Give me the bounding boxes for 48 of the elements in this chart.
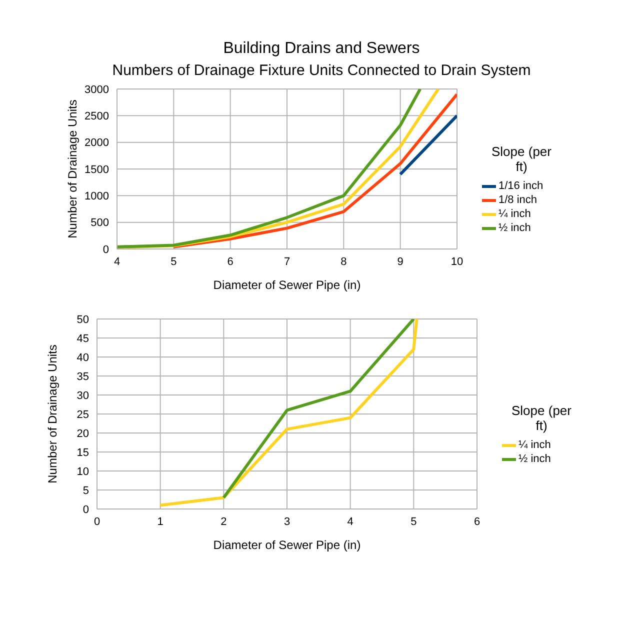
y-tick-label: 30 <box>76 390 88 402</box>
y-tick-label: 10 <box>76 466 88 478</box>
y-tick-label: 500 <box>90 217 108 230</box>
legend-label: ½ inch <box>518 453 551 465</box>
y-tick-label: 40 <box>76 352 88 364</box>
chart-title: Building Drains and Sewers <box>222 40 421 58</box>
x-tick-label: 6 <box>473 516 480 528</box>
x-tick-label: 3 <box>283 516 290 528</box>
x-tick-label: 10 <box>450 256 463 268</box>
y-tick-label: 0 <box>102 244 108 256</box>
y-tick-label: 1500 <box>84 164 108 176</box>
x-tick-label: 6 <box>226 256 233 268</box>
y-tick-label: 35 <box>76 370 88 383</box>
x-tick-label: 1 <box>156 516 163 528</box>
y-tick-label: 2000 <box>84 137 108 150</box>
legend-label: 1/16 inch <box>498 180 544 192</box>
line-series <box>172 92 456 248</box>
y-tick-label: 50 <box>76 314 88 326</box>
x-tick-label: 4 <box>346 516 353 528</box>
y-tick-label: 15 <box>76 446 88 459</box>
y-tick-label: 3000 <box>84 84 108 96</box>
x-tick-label: 7 <box>283 256 290 268</box>
x-tick-label: 5 <box>410 516 416 528</box>
y-tick-label: 25 <box>76 408 88 421</box>
legend-label: ¼ inch <box>518 439 551 451</box>
x-axis-title: Diameter of Sewer Pipe (in) <box>212 278 360 292</box>
chart-subtitle: Numbers of Drainage Fixture Units Connected to Drain System <box>111 62 532 79</box>
y-axis-title: Number of Drainage Units <box>64 100 79 238</box>
line-series <box>158 319 418 507</box>
x-axis-title: Diameter of Sewer Pipe (in) <box>212 538 360 552</box>
legend-title: Slope (per ft) <box>510 403 572 433</box>
legend-label: ¼ inch <box>498 208 531 220</box>
legend-label: ½ inch <box>498 222 531 234</box>
x-tick-label: 4 <box>113 256 120 268</box>
y-tick-label: 0 <box>82 504 88 516</box>
x-tick-label: 2 <box>220 516 226 528</box>
y-tick-label: 5 <box>82 484 88 497</box>
y-axis-title: Number of Drainage Units <box>44 344 59 484</box>
x-tick-label: 8 <box>340 256 346 268</box>
y-tick-label: 45 <box>76 332 88 345</box>
x-tick-label: 5 <box>170 256 176 268</box>
y-tick-label: 2500 <box>84 110 108 123</box>
legend-label: 1/8 inch <box>498 194 538 206</box>
line-series <box>222 319 415 500</box>
x-tick-label: 9 <box>396 256 403 268</box>
y-tick-label: 1000 <box>84 190 108 203</box>
legend-title: Slope (per ft) <box>490 144 552 174</box>
y-tick-label: 20 <box>76 428 88 440</box>
